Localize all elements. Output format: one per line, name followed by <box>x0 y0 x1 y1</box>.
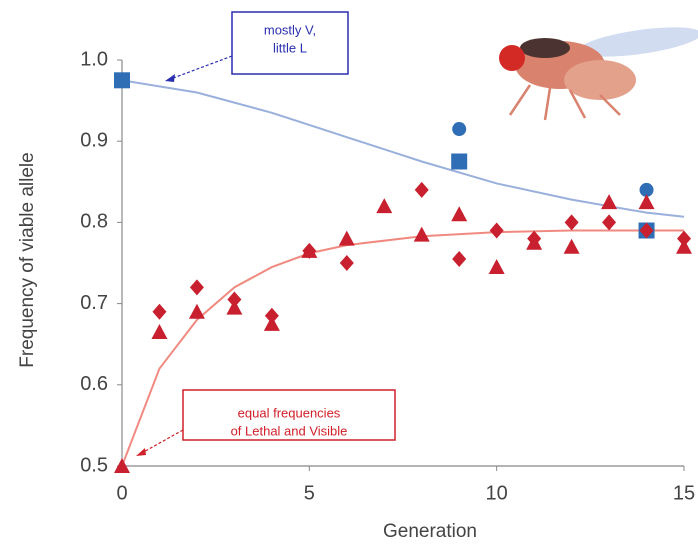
triangle-marker <box>151 324 167 339</box>
diamond-marker <box>602 214 616 230</box>
y-axis-label: Frequency of viable allele <box>17 152 38 367</box>
annotation-text: little L <box>273 40 307 55</box>
diamond-marker <box>677 231 691 247</box>
annotation-text: of Lethal and Visible <box>231 423 348 438</box>
triangle-marker <box>489 259 505 274</box>
y-tick-label: 0.5 <box>80 454 108 476</box>
triangle-marker <box>376 198 392 213</box>
y-tick-label: 0.6 <box>80 373 108 395</box>
x-axis-label: Generation <box>383 521 477 542</box>
x-tick-label: 5 <box>304 482 315 504</box>
square-marker <box>114 72 130 88</box>
diamond-marker <box>265 308 279 324</box>
fit-curve <box>122 80 684 216</box>
diamond-marker <box>190 279 204 295</box>
square-marker <box>451 154 467 170</box>
triangle-marker <box>189 304 205 319</box>
x-tick-label: 0 <box>116 482 127 504</box>
triangle-marker <box>451 206 467 221</box>
diamond-marker <box>565 214 579 230</box>
diamond-marker <box>452 251 466 267</box>
x-tick-label: 10 <box>486 482 508 504</box>
diamond-marker <box>340 255 354 271</box>
y-tick-label: 0.9 <box>80 129 108 151</box>
diamond-marker <box>152 304 166 320</box>
annotation-top <box>165 12 348 82</box>
diamond-marker <box>415 182 429 198</box>
triangle-marker <box>414 227 430 242</box>
diamond-marker <box>227 292 241 308</box>
y-tick-label: 0.8 <box>80 211 108 233</box>
y-tick-label: 0.7 <box>80 292 108 314</box>
fly-illustration <box>499 21 698 120</box>
triangle-marker <box>639 194 655 209</box>
triangle-marker <box>601 194 617 209</box>
chart: Generation Frequency of viable allele 0.… <box>0 0 698 548</box>
annotation-text: mostly V, <box>264 22 316 37</box>
y-tick-label: 1.0 <box>80 48 108 70</box>
x-tick-label: 15 <box>673 482 695 504</box>
annotation-text: equal frequencies <box>238 405 341 420</box>
diamond-marker <box>490 223 504 239</box>
circle-marker <box>452 122 466 136</box>
triangle-marker <box>339 231 355 246</box>
triangle-marker <box>564 239 580 254</box>
